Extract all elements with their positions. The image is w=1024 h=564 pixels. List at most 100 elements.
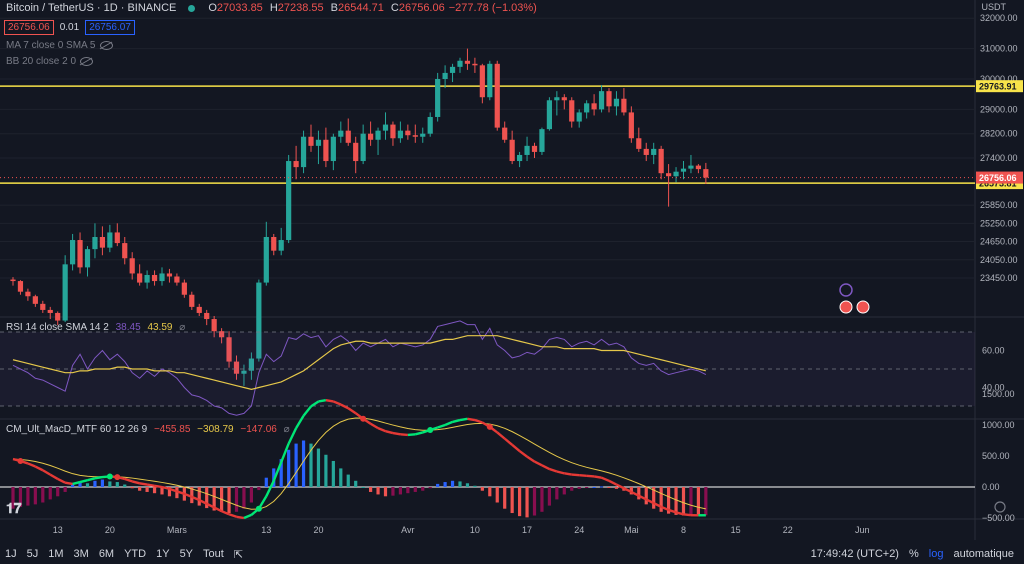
macd-line-segment <box>347 407 357 415</box>
auto-toggle[interactable]: automatique <box>953 548 1014 560</box>
macd-line-segment <box>526 455 536 463</box>
macd-histogram-bar <box>599 486 604 488</box>
candle-body <box>17 281 24 292</box>
macd-histogram-bar <box>607 487 611 488</box>
time-tick-label: 20 <box>105 525 115 535</box>
settings-icon[interactable]: ⌀ <box>179 322 186 333</box>
macd-histogram-bar <box>652 487 656 509</box>
candle-body <box>382 124 389 131</box>
candle-body <box>263 237 269 283</box>
macd-line-segment <box>467 417 476 422</box>
symbol-title[interactable]: Bitcoin / TetherUS · 1D · BINANCE <box>6 2 177 14</box>
candle-body <box>129 258 135 274</box>
range-6m[interactable]: 6M <box>98 548 115 560</box>
macd-histogram-bar <box>324 454 328 487</box>
candle-body <box>546 100 552 130</box>
macd-histogram-bar <box>294 443 298 487</box>
rsi-tick-label: 60.00 <box>982 346 1005 356</box>
macd-line-segment <box>265 480 275 497</box>
macd-histogram-bar <box>532 487 537 516</box>
last-price-tag <box>976 171 1023 184</box>
hidden-eye-icon[interactable] <box>80 56 94 66</box>
candle-body <box>613 98 620 107</box>
macd-histogram-bar <box>689 487 693 516</box>
macd-histogram-bar <box>152 487 157 494</box>
candle-body <box>137 273 143 283</box>
macd-histogram-bar <box>383 487 388 497</box>
macd-line-segment <box>571 473 580 477</box>
currency-label[interactable]: USDT <box>981 2 1007 12</box>
time-tick-label: 10 <box>470 525 480 535</box>
macd-line-segment <box>415 431 424 436</box>
macd-histogram-bar <box>123 484 127 487</box>
candle-body <box>77 240 83 268</box>
buy-button[interactable]: 26756.07 <box>85 20 135 35</box>
range-1m[interactable]: 1M <box>48 548 64 560</box>
candle-body <box>248 358 254 371</box>
range-5y[interactable]: 5Y <box>179 548 194 560</box>
macd-histogram-bar <box>33 487 37 505</box>
date-range-icon[interactable]: ⇱ <box>233 548 244 561</box>
range-3m[interactable]: 3M <box>73 548 89 560</box>
range-all[interactable]: Tout <box>203 548 224 560</box>
macd-line-segment <box>325 399 334 403</box>
macd-line-segment <box>310 400 320 408</box>
clock-time[interactable]: 17:49:42 (UTC+2) <box>810 548 899 560</box>
macd-line-segment <box>452 418 461 424</box>
candle-body <box>62 264 68 321</box>
macd-line-segment <box>124 477 133 483</box>
macd-histogram-bar <box>443 482 447 487</box>
candle-body <box>368 133 374 140</box>
range-ytd[interactable]: YTD <box>124 548 147 560</box>
macd-histogram-bar <box>473 485 477 487</box>
candle-body <box>181 282 187 295</box>
candle-body <box>569 100 575 122</box>
range-1d[interactable]: 1J <box>5 548 17 560</box>
candle-body <box>666 173 672 177</box>
macd-line-segment <box>287 427 298 445</box>
macd-histogram-bar <box>495 487 499 503</box>
log-toggle[interactable]: log <box>928 548 944 560</box>
range-5d[interactable]: 5J <box>26 548 39 560</box>
indicator-ma[interactable]: MA 7 close 0 SMA 5 <box>6 40 113 51</box>
macd-line-segment <box>318 399 327 403</box>
macd-histogram-bar <box>63 487 67 492</box>
candle-body <box>598 91 605 110</box>
sell-button[interactable]: 26756.06 <box>4 20 54 35</box>
macd-line-segment <box>593 475 602 479</box>
macd-line-segment <box>72 480 81 486</box>
rsi-legend[interactable]: RSI 14 close SMA 14 2 38.45 43.59 ⌀ <box>6 322 186 333</box>
macd-histogram-bar <box>56 487 60 497</box>
percent-toggle[interactable]: % <box>908 548 919 560</box>
time-tick-label: Avr <box>401 525 414 535</box>
candle-body <box>606 91 612 107</box>
market-open-icon <box>188 4 196 12</box>
time-tick-label: 13 <box>53 525 63 535</box>
settings-icon[interactable]: ⌀ <box>283 424 290 435</box>
candle-body <box>241 370 247 374</box>
macd-line-segment <box>332 400 342 406</box>
macd-line-segment <box>444 420 454 427</box>
hist-value: −147.06 <box>240 424 277 435</box>
candle-body <box>375 130 381 140</box>
indicator-bb[interactable]: BB 20 close 2 0 <box>6 56 94 67</box>
macd-legend[interactable]: CM_Ult_MacD_MTF 60 12 26 9 −455.85 −308.… <box>6 424 290 435</box>
macd-cross-dot <box>486 423 493 430</box>
event-flash-icon <box>839 283 853 297</box>
macd-histogram-bar <box>227 487 231 514</box>
macd-histogram-bar <box>115 482 119 487</box>
macd-line-segment <box>94 475 103 480</box>
macd-histogram-bar <box>354 480 358 487</box>
macd-histogram-bar <box>249 487 253 503</box>
macd-line-segment <box>131 480 140 485</box>
hidden-eye-icon[interactable] <box>99 40 113 50</box>
candle-body <box>345 130 351 143</box>
candle-body <box>397 130 403 139</box>
macd-cross-dot <box>255 505 262 512</box>
candle-body <box>651 148 657 155</box>
range-1y[interactable]: 1Y <box>156 548 170 560</box>
macd-histogram-bar <box>257 487 261 491</box>
macd-line-segment <box>608 479 617 486</box>
macd-line-segment <box>564 472 572 476</box>
